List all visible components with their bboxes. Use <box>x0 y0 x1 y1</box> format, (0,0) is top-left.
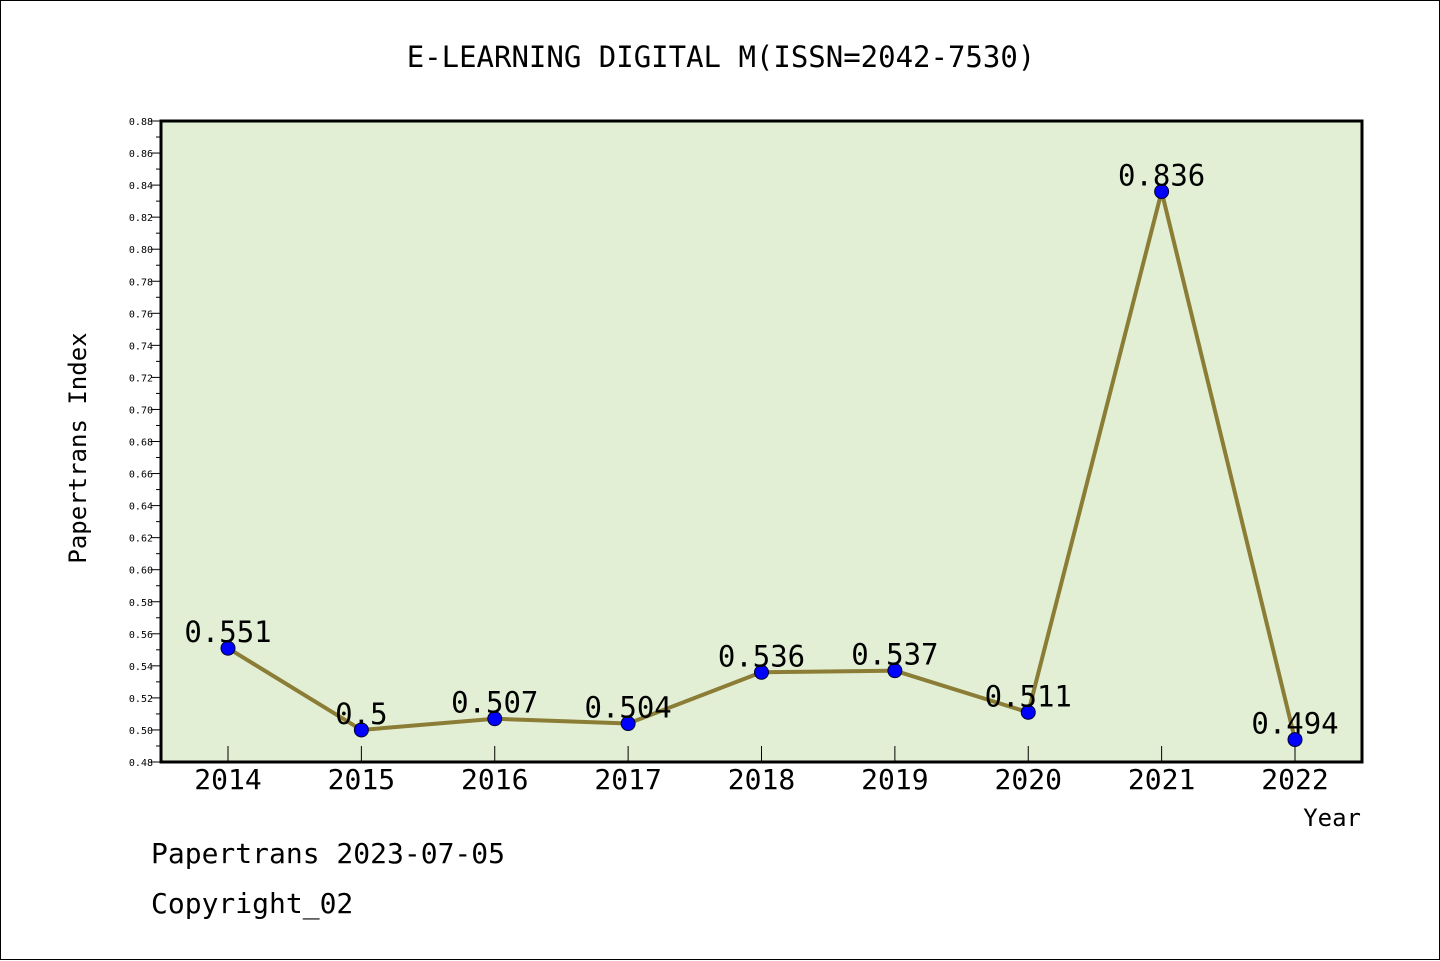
y-tick-label: 0.60 <box>129 566 153 577</box>
y-tick-label: 0.58 <box>129 598 153 609</box>
y-tick-label: 0.74 <box>129 341 153 352</box>
x-axis-label: Year <box>1303 804 1361 832</box>
y-tick-label: 0.66 <box>129 470 153 481</box>
data-point <box>487 711 503 727</box>
chart-title: E-LEARNING DIGITAL M(ISSN=2042-7530) <box>407 40 1036 74</box>
series-group: 0.551 0.5 0.507 0.504 0.536 0.537 0.511 0.836 0.… <box>184 159 1339 748</box>
data-point <box>887 663 903 679</box>
x-axis: 2014 2015 2016 2017 2018 2019 2020 2021 2022 <box>194 746 1329 796</box>
y-tick-label: 0.56 <box>129 630 153 641</box>
data-label: 0.551 <box>184 615 271 649</box>
y-tick-label: 0.52 <box>129 694 153 705</box>
x-tick-label: 2020 <box>995 763 1062 796</box>
data-point <box>1154 184 1170 200</box>
y-tick-label: 0.72 <box>129 373 153 384</box>
plot-area <box>159 119 1364 764</box>
data-label: 0.494 <box>1251 707 1338 741</box>
y-tick-label: 0.82 <box>129 213 153 224</box>
y-axis-label: Papertrans Index <box>64 332 92 563</box>
footer-copyright: Copyright_02 <box>151 887 354 920</box>
y-tick-label: 0.80 <box>129 245 153 256</box>
x-tick-label: 2019 <box>861 763 928 796</box>
data-point <box>1020 704 1036 720</box>
y-tick-label: 0.84 <box>129 181 153 192</box>
data-point <box>353 722 369 738</box>
data-label: 0.537 <box>851 638 938 672</box>
data-label: 0.5 <box>335 697 387 731</box>
x-tick-label: 2018 <box>728 763 795 796</box>
x-tick-label: 2021 <box>1128 763 1195 796</box>
y-tick-label: 0.78 <box>129 277 153 288</box>
data-label: 0.507 <box>451 686 538 720</box>
y-tick-label: 0.86 <box>129 149 153 160</box>
x-tick-label: 2016 <box>461 763 528 796</box>
data-point <box>1287 732 1303 748</box>
y-tick-label: 0.68 <box>129 438 153 449</box>
x-tick-label: 2017 <box>594 763 661 796</box>
y-tick-label: 0.50 <box>129 726 153 737</box>
data-label: 0.504 <box>584 691 671 725</box>
data-point <box>220 640 236 656</box>
y-tick-label: 0.54 <box>129 662 153 673</box>
y-tick-label: 0.62 <box>129 534 153 545</box>
data-label: 0.536 <box>718 639 805 673</box>
data-point <box>754 664 769 680</box>
data-point <box>620 716 636 732</box>
x-tick-label: 2015 <box>328 763 395 796</box>
y-tick-label: 0.70 <box>129 405 153 416</box>
footer-date: Papertrans 2023-07-05 <box>151 837 506 870</box>
x-tick-label: 2014 <box>194 763 261 796</box>
data-label: 0.511 <box>985 679 1072 713</box>
y-axis: 0.48 0.50 0.52 0.54 0.56 0.58 0.60 0.62 0.64 0.66… <box>129 117 161 769</box>
y-tick-label: 0.64 <box>129 502 153 513</box>
y-tick-label: 0.76 <box>129 309 153 320</box>
y-tick-label: 0.48 <box>129 758 153 769</box>
x-tick-label: 2022 <box>1261 763 1328 796</box>
y-tick-label: 0.88 <box>129 117 153 128</box>
data-label: 0.836 <box>1118 159 1205 193</box>
